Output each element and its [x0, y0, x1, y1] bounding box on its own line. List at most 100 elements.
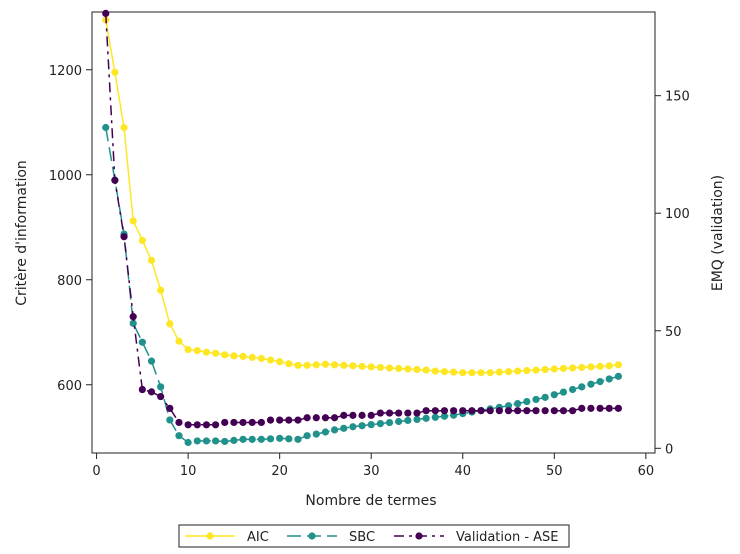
data-point — [358, 411, 366, 419]
data-point — [157, 392, 165, 401]
data-point — [358, 362, 366, 370]
data-point — [175, 432, 183, 440]
data-point — [193, 437, 201, 445]
data-point — [367, 421, 375, 429]
data-point — [303, 361, 311, 369]
data-point — [312, 361, 320, 369]
data-point — [157, 383, 165, 391]
data-point — [541, 365, 549, 374]
data-point — [413, 365, 421, 374]
data-point — [193, 421, 201, 429]
data-point — [294, 416, 302, 424]
data-point — [614, 372, 622, 380]
data-point — [578, 404, 586, 412]
y-left-tick-label: 600 — [57, 379, 82, 394]
data-point — [312, 430, 320, 438]
x-tick-label: 10 — [180, 464, 197, 479]
plot-frame — [91, 11, 656, 454]
data-point — [321, 414, 330, 422]
data-point — [514, 367, 522, 375]
series-line — [104, 127, 619, 444]
data-point — [404, 409, 412, 417]
data-point — [569, 364, 577, 372]
data-point — [422, 366, 430, 374]
data-point — [138, 385, 146, 394]
data-point — [495, 407, 503, 415]
data-point — [504, 402, 513, 410]
data-point — [211, 421, 220, 429]
data-point — [266, 356, 275, 364]
data-point — [440, 368, 449, 376]
data-point — [340, 424, 348, 432]
data-point — [395, 364, 403, 373]
data-point — [404, 365, 412, 373]
data-point — [614, 361, 622, 369]
data-point — [614, 404, 622, 412]
data-point — [129, 313, 137, 321]
data-point — [202, 348, 211, 356]
data-point — [495, 368, 503, 376]
data-point — [559, 388, 568, 396]
data-point — [532, 366, 540, 374]
data-point — [587, 380, 595, 388]
data-point — [569, 385, 577, 394]
data-point — [312, 414, 320, 422]
data-point — [303, 432, 311, 440]
data-point — [559, 364, 568, 373]
data-point — [193, 347, 201, 355]
data-point — [385, 409, 394, 417]
data-point — [440, 407, 449, 415]
y-axis-right-label: EMQ (validation) — [710, 175, 726, 291]
data-point — [111, 176, 119, 184]
data-point — [102, 9, 110, 18]
data-point — [230, 352, 238, 360]
data-point — [239, 418, 247, 427]
data-point — [450, 368, 458, 376]
data-point — [587, 404, 595, 412]
data-point — [395, 417, 403, 426]
data-point — [239, 435, 247, 443]
y-axis-left-label: Critère d'information — [14, 160, 30, 306]
data-point — [459, 407, 467, 415]
legend-label: AIC — [247, 530, 269, 545]
data-point — [184, 421, 192, 429]
y-left-tick-label: 800 — [57, 274, 82, 289]
data-point — [422, 414, 430, 422]
data-point — [550, 365, 558, 373]
data-point — [303, 414, 311, 422]
data-point — [221, 351, 229, 359]
data-point — [147, 388, 156, 396]
data-point — [385, 364, 394, 372]
data-point — [166, 404, 174, 412]
data-point — [285, 435, 293, 443]
data-point — [257, 418, 265, 427]
data-point — [157, 286, 165, 294]
data-point — [459, 369, 467, 377]
data-point — [477, 407, 485, 415]
data-point — [596, 362, 604, 370]
data-point — [202, 437, 211, 445]
data-point — [349, 362, 357, 370]
y-right-tick-label: 100 — [665, 207, 690, 222]
data-point — [395, 409, 403, 417]
legend-marker — [308, 532, 316, 540]
data-point — [257, 435, 265, 443]
data-point — [596, 378, 604, 386]
data-point — [111, 68, 119, 76]
data-point — [504, 368, 513, 376]
data-point — [294, 361, 302, 369]
data-point — [514, 407, 522, 415]
data-point — [559, 407, 568, 415]
data-point — [330, 426, 339, 434]
legend-label: SBC — [349, 530, 375, 545]
data-point — [166, 416, 174, 424]
data-point — [129, 319, 137, 327]
data-point — [340, 361, 348, 369]
data-point — [413, 415, 421, 423]
series-sbc — [102, 123, 622, 447]
x-tick-label: 20 — [271, 464, 288, 479]
data-point — [184, 345, 192, 354]
data-point — [321, 428, 330, 436]
data-point — [422, 407, 430, 415]
data-point — [175, 418, 183, 427]
